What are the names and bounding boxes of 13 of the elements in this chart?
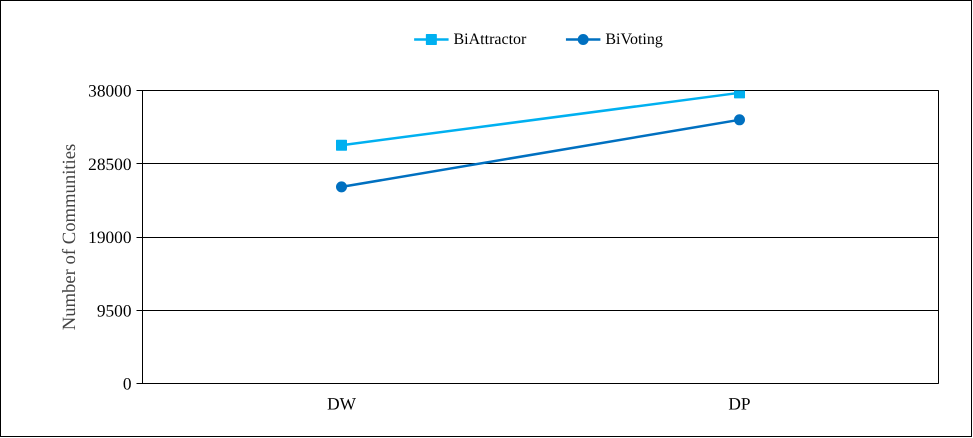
y-tick-label: 9500 — [96, 301, 132, 320]
x-tick-label: DP — [728, 394, 751, 414]
legend-label: BiVoting — [605, 31, 663, 48]
point — [336, 181, 347, 192]
y-tick-label: 28500 — [88, 154, 132, 174]
point — [734, 114, 745, 126]
y-tick-label: 0 — [122, 374, 132, 394]
legend-label: BiAttractor — [454, 31, 528, 48]
y-tick-label: 38000 — [88, 82, 132, 100]
y-axis-title: Number of Communities — [59, 144, 80, 330]
x-tick-label: DW — [327, 394, 357, 414]
point — [336, 140, 347, 151]
y-tick-label: 19000 — [88, 228, 132, 247]
